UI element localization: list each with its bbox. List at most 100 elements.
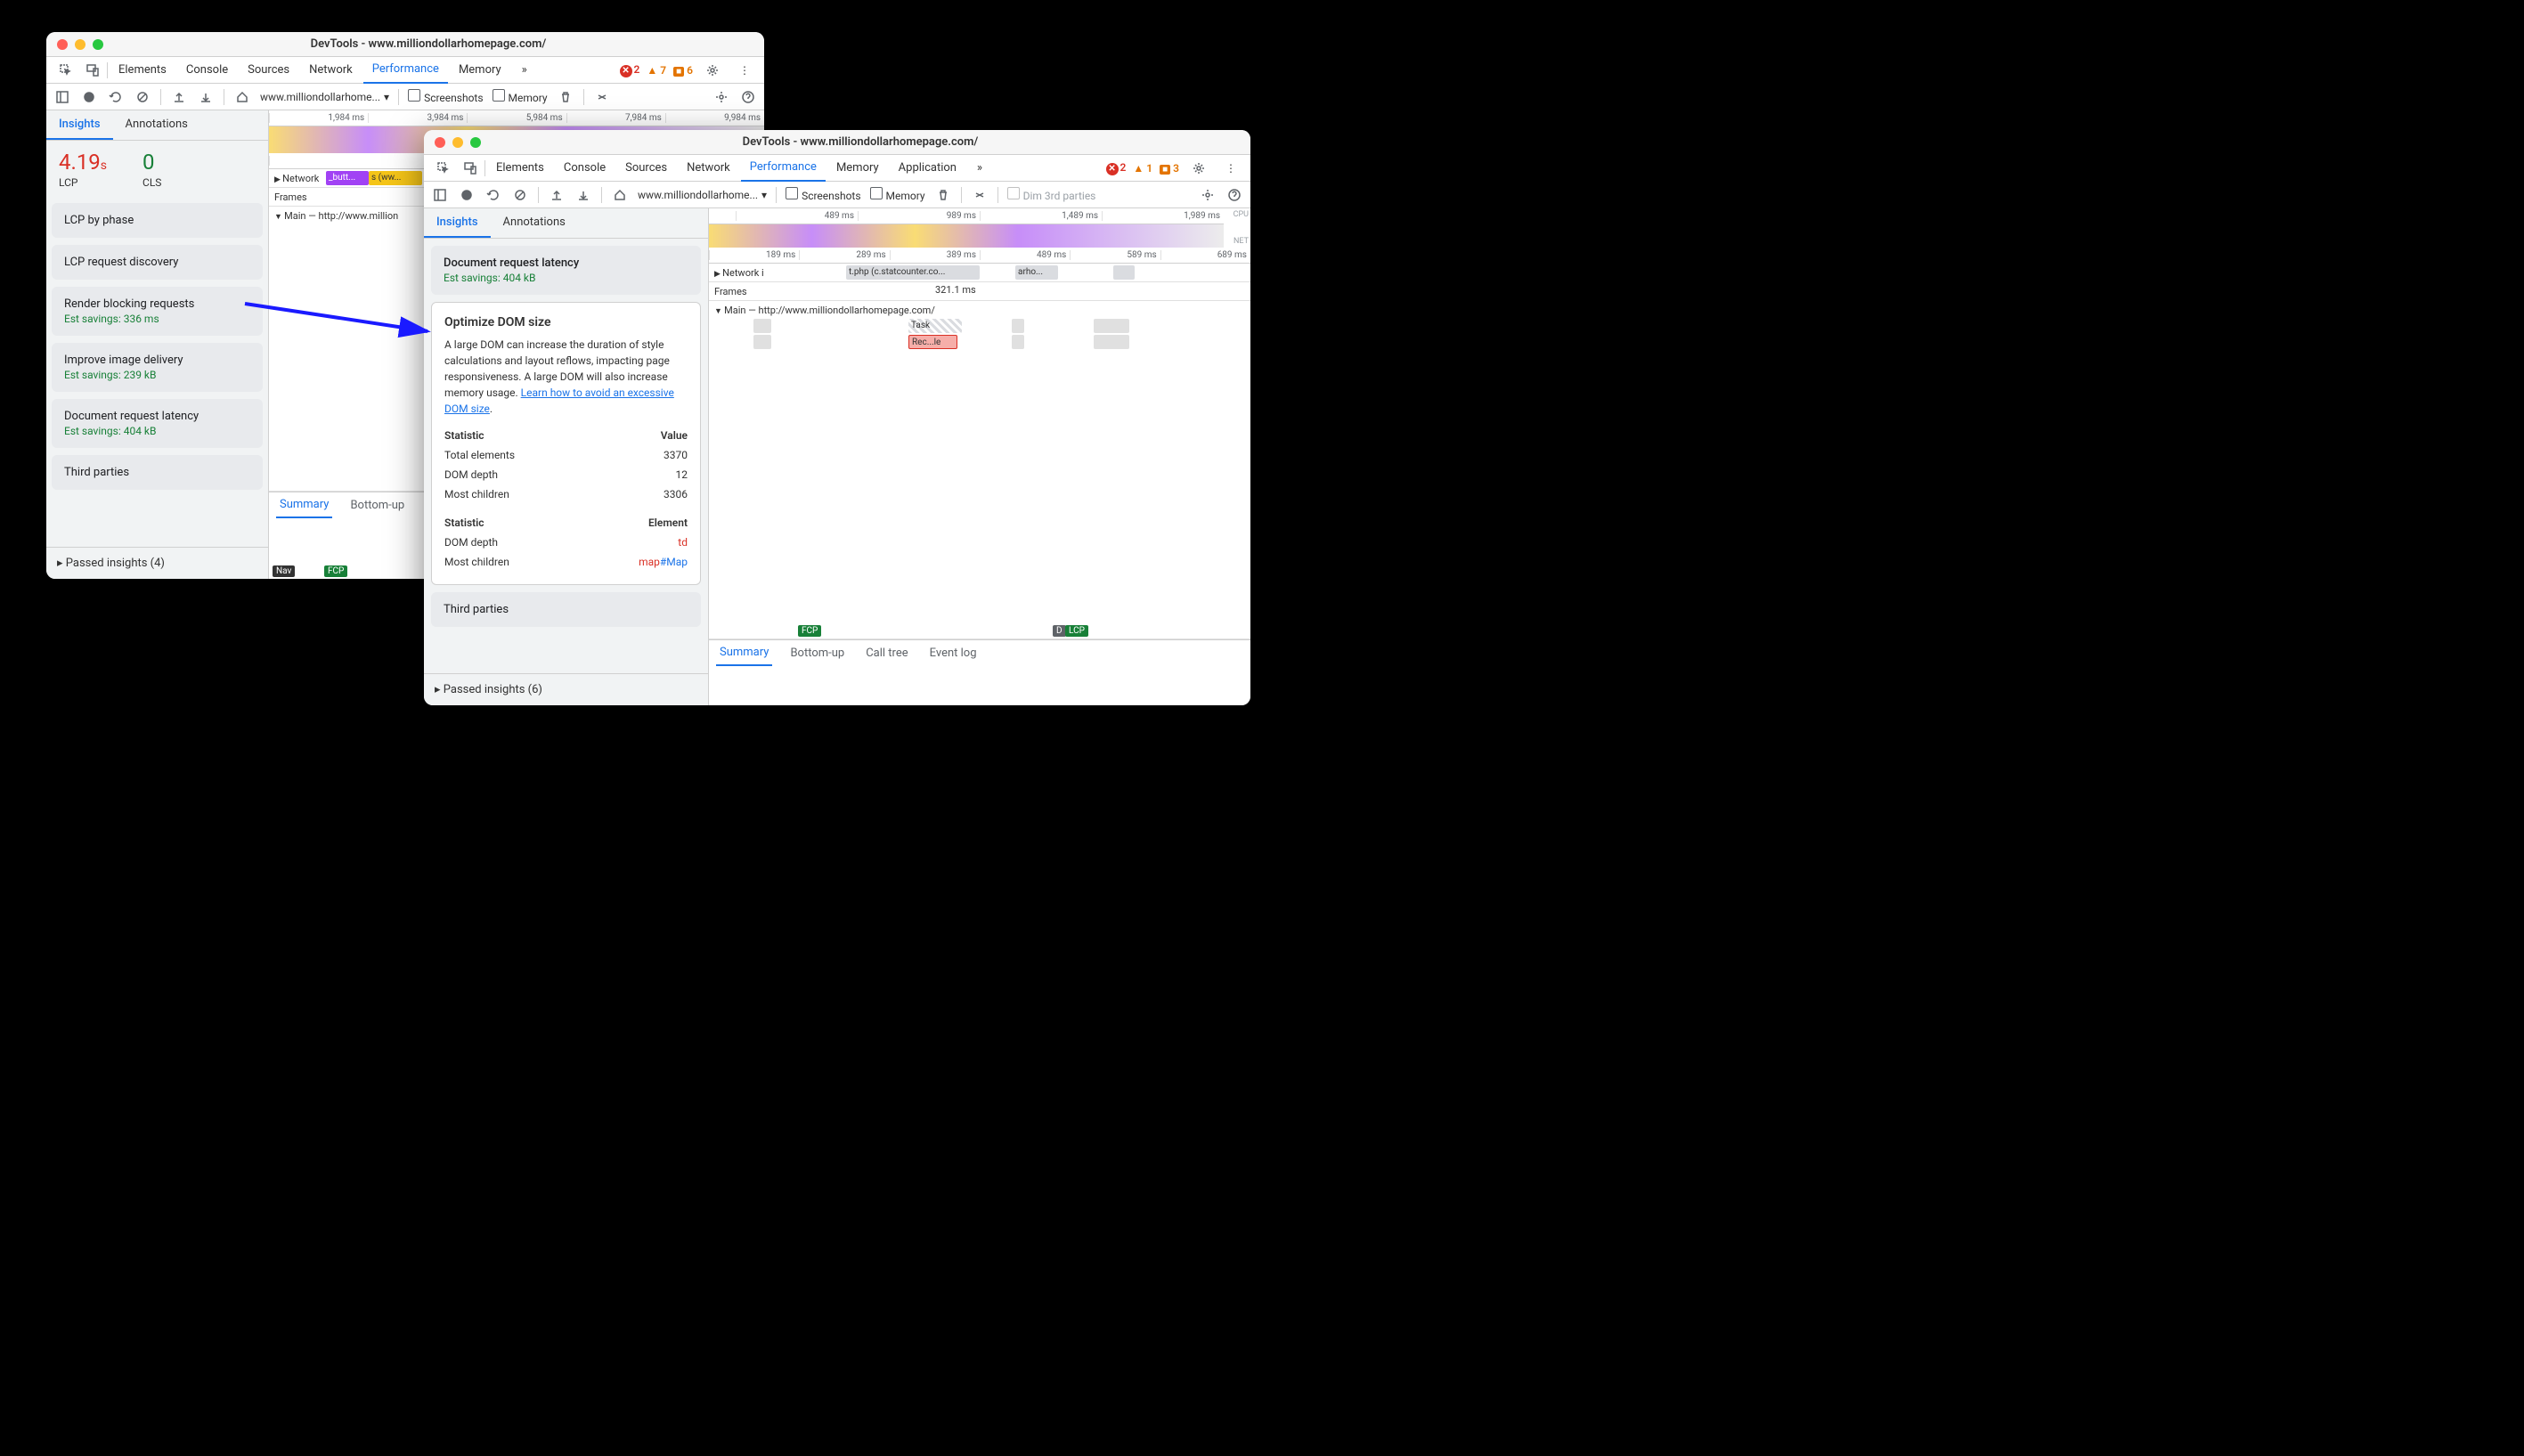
insight-doc-latency[interactable]: Document request latencyEst savings: 404…: [52, 399, 263, 448]
home-icon[interactable]: [233, 88, 251, 106]
btab-bottom-up[interactable]: Bottom-up: [346, 493, 408, 517]
btab-call-tree[interactable]: Call tree: [862, 641, 911, 665]
more-tabs-icon[interactable]: »: [512, 58, 537, 83]
tab-memory[interactable]: Memory: [450, 57, 510, 84]
gear-icon[interactable]: [1186, 156, 1211, 181]
stat-depth-element[interactable]: DOM depthtd: [444, 533, 688, 552]
lcp-marker[interactable]: LCP: [1065, 625, 1088, 637]
collapse-icon[interactable]: [971, 186, 989, 204]
main-thread-track[interactable]: ▼ Main — http://www.milliondollarhomepag…: [709, 301, 1250, 639]
error-count[interactable]: ✕2: [1106, 161, 1127, 175]
close-button[interactable]: [57, 39, 68, 50]
tab-sources[interactable]: Sources: [616, 155, 676, 182]
dock-icon[interactable]: [431, 186, 449, 204]
memory-checkbox[interactable]: Memory: [870, 187, 925, 202]
insight-third-parties[interactable]: Third parties: [52, 455, 263, 490]
insight-optimize-dom[interactable]: Optimize DOM size A large DOM can increa…: [431, 302, 701, 585]
tab-performance[interactable]: Performance: [741, 155, 826, 182]
insight-third-parties[interactable]: Third parties: [431, 592, 701, 627]
net-bar-3[interactable]: [1113, 265, 1135, 280]
tab-memory[interactable]: Memory: [827, 155, 888, 182]
tab-insights[interactable]: Insights: [46, 110, 113, 140]
clear-icon[interactable]: [134, 88, 151, 106]
task-bar[interactable]: Task: [908, 319, 962, 333]
nav-marker[interactable]: Nav: [273, 565, 295, 577]
tab-elements[interactable]: Elements: [487, 155, 553, 182]
tab-console[interactable]: Console: [177, 57, 237, 84]
overview-chart[interactable]: [709, 224, 1224, 248]
d-marker[interactable]: D: [1053, 625, 1066, 637]
reload-icon[interactable]: [484, 186, 502, 204]
settings-icon[interactable]: [1199, 186, 1217, 204]
error-count[interactable]: ✕2: [620, 63, 640, 77]
help-icon[interactable]: [739, 88, 757, 106]
recalc-bar[interactable]: Rec...le: [908, 335, 957, 349]
btab-event-log[interactable]: Event log: [926, 641, 981, 665]
inspect-icon[interactable]: [431, 156, 456, 181]
cls-metric[interactable]: 0 CLS: [142, 150, 161, 189]
trash-icon[interactable]: [557, 88, 574, 106]
fcp-marker[interactable]: FCP: [324, 565, 347, 577]
home-icon[interactable]: [611, 186, 629, 204]
insight-lcp-discovery[interactable]: LCP request discovery: [52, 245, 263, 280]
tab-annotations[interactable]: Annotations: [491, 208, 578, 238]
insight-image-delivery[interactable]: Improve image deliveryEst savings: 239 k…: [52, 343, 263, 392]
url-dropdown[interactable]: www.milliondollarhome...▾: [260, 91, 389, 103]
fcp-marker[interactable]: FCP: [798, 625, 821, 637]
tab-performance[interactable]: Performance: [363, 57, 448, 84]
frames-track[interactable]: Frames 321.1 ms: [709, 282, 1250, 301]
net-bar-2[interactable]: arho...: [1015, 265, 1058, 280]
more-tabs-icon[interactable]: »: [967, 156, 992, 181]
overview-ruler[interactable]: 1,984 ms 3,984 ms 5,984 ms 7,984 ms 9,98…: [269, 110, 764, 126]
screenshots-checkbox[interactable]: Screenshots: [786, 187, 860, 202]
warning-count[interactable]: ▲ 7: [647, 64, 666, 77]
upload-icon[interactable]: [170, 88, 188, 106]
lcp-metric[interactable]: 4.19s LCP: [59, 150, 107, 189]
overview-ruler[interactable]: 489 ms 989 ms 1,489 ms 1,989 ms: [709, 208, 1224, 224]
kebab-icon[interactable]: ⋮: [732, 58, 757, 83]
inspect-icon[interactable]: [53, 58, 78, 83]
btab-bottom-up[interactable]: Bottom-up: [786, 641, 848, 665]
minimize-button[interactable]: [75, 39, 85, 50]
url-dropdown[interactable]: www.milliondollarhome...▾: [638, 189, 767, 201]
dim-3rd-checkbox[interactable]: Dim 3rd parties: [1007, 187, 1096, 202]
tab-console[interactable]: Console: [555, 155, 615, 182]
clear-icon[interactable]: [511, 186, 529, 204]
download-icon[interactable]: [574, 186, 592, 204]
issue-count[interactable]: ■ 6: [673, 64, 693, 77]
passed-insights[interactable]: Passed insights (4): [46, 547, 268, 579]
device-icon[interactable]: [458, 156, 483, 181]
maximize-button[interactable]: [93, 39, 103, 50]
gear-icon[interactable]: [700, 58, 725, 83]
reload-icon[interactable]: [107, 88, 125, 106]
network-track[interactable]: ▶ Network i t.php (c.statcounter.co... a…: [709, 264, 1250, 282]
tab-network[interactable]: Network: [678, 155, 739, 182]
tab-application[interactable]: Application: [890, 155, 965, 182]
btab-summary[interactable]: Summary: [716, 640, 772, 666]
insight-doc-latency[interactable]: Document request latency Est savings: 40…: [431, 246, 701, 295]
tab-sources[interactable]: Sources: [239, 57, 298, 84]
warning-count[interactable]: ▲ 1: [1133, 162, 1152, 175]
record-icon[interactable]: [80, 88, 98, 106]
detail-ruler[interactable]: 189 ms 289 ms 389 ms 489 ms 589 ms 689 m…: [709, 248, 1250, 264]
close-button[interactable]: [435, 137, 445, 148]
dock-icon[interactable]: [53, 88, 71, 106]
insight-render-blocking[interactable]: Render blocking requestsEst savings: 336…: [52, 287, 263, 336]
trash-icon[interactable]: [934, 186, 952, 204]
record-icon[interactable]: [458, 186, 476, 204]
issue-count[interactable]: ■ 3: [1160, 162, 1179, 175]
tab-network[interactable]: Network: [300, 57, 362, 84]
settings-icon[interactable]: [712, 88, 730, 106]
device-icon[interactable]: [80, 58, 105, 83]
download-icon[interactable]: [197, 88, 215, 106]
net-bar-2[interactable]: s (ww...: [369, 171, 422, 185]
maximize-button[interactable]: [470, 137, 481, 148]
upload-icon[interactable]: [548, 186, 566, 204]
stat-children-element[interactable]: Most childrenmap#Map: [444, 552, 688, 572]
screenshots-checkbox[interactable]: Screenshots: [408, 89, 483, 104]
tab-insights[interactable]: Insights: [424, 208, 491, 238]
collapse-icon[interactable]: [593, 88, 611, 106]
tab-elements[interactable]: Elements: [110, 57, 175, 84]
insight-lcp-phase[interactable]: LCP by phase: [52, 203, 263, 238]
memory-checkbox[interactable]: Memory: [493, 89, 548, 104]
